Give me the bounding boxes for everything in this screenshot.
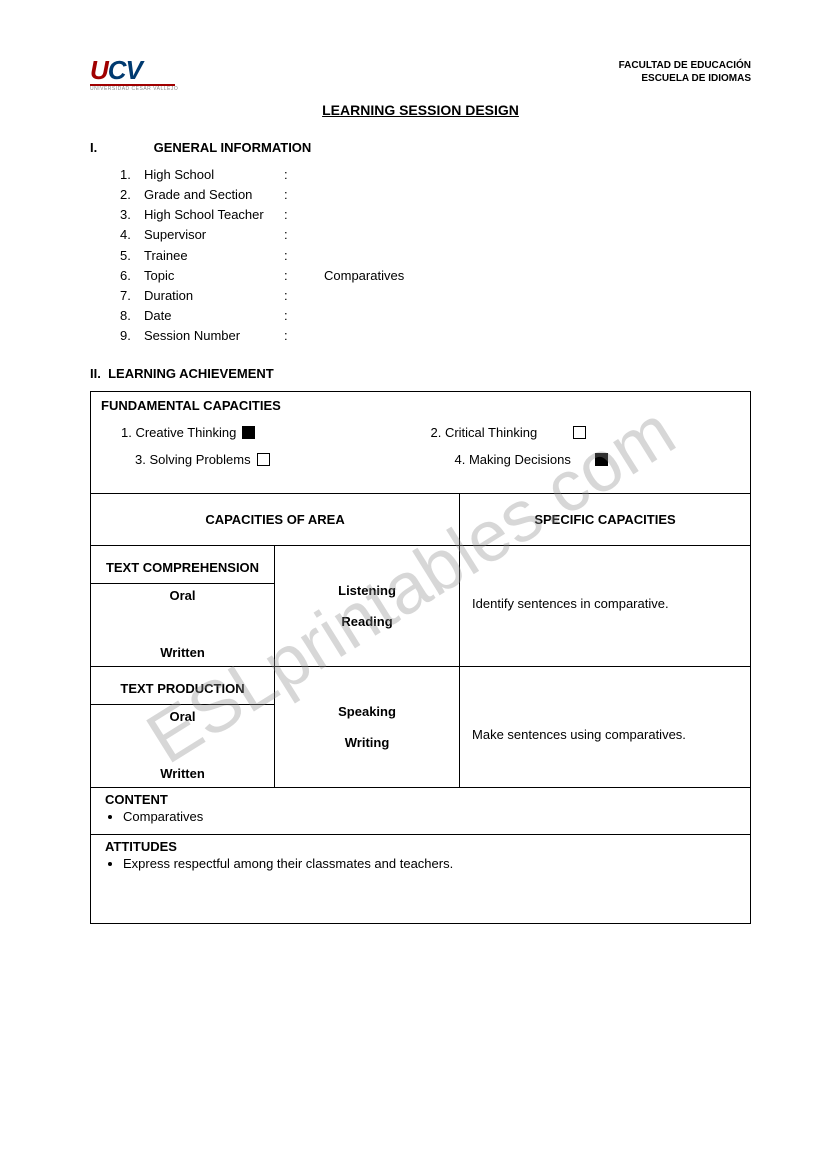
fc-item: 2. Critical Thinking xyxy=(431,425,587,440)
faculty-line2: ESCUELA DE IDIOMAS xyxy=(619,72,751,85)
written-label: Written xyxy=(91,639,274,666)
written-label: Written xyxy=(91,760,274,787)
specific-cap-text: Identify sentences in comparative. xyxy=(460,546,750,666)
checkbox-icon xyxy=(257,453,270,466)
faculty-block: FACULTAD DE EDUCACIÓN ESCUELA DE IDIOMAS xyxy=(619,55,751,85)
group-label: TEXT PRODUCTION xyxy=(91,667,274,705)
list-item: 6.Topic:Comparatives xyxy=(120,266,751,286)
list-item: 3.High School Teacher: xyxy=(120,205,751,225)
group-label: TEXT COMPREHENSION xyxy=(91,546,274,584)
attitudes-heading: ATTITUDES xyxy=(101,839,740,854)
logo-u: U xyxy=(90,55,108,85)
fundamental-heading: FUNDAMENTAL CAPACITIES xyxy=(91,392,750,417)
general-info-list: 1.High School: 2.Grade and Section: 3.Hi… xyxy=(120,165,751,346)
ucv-logo: UCV UNIVERSIDAD CESAR VALLEJO xyxy=(90,55,180,92)
skill-label: Speaking xyxy=(338,676,396,727)
list-item: 8.Date: xyxy=(120,306,751,326)
skill-label: Reading xyxy=(341,606,392,657)
achievement-box: FUNDAMENTAL CAPACITIES 1. Creative Think… xyxy=(90,391,751,924)
checkbox-icon xyxy=(595,453,608,466)
section1-roman: I. xyxy=(90,140,150,155)
list-item: 5.Trainee: xyxy=(120,246,751,266)
list-item: 4.Supervisor: xyxy=(120,225,751,245)
document-page: UCV UNIVERSIDAD CESAR VALLEJO FACULTAD D… xyxy=(0,0,821,964)
content-block: CONTENT Comparatives xyxy=(91,787,750,834)
section2-text: LEARNING ACHIEVEMENT xyxy=(108,366,274,381)
content-item: Comparatives xyxy=(123,809,740,824)
skill-label: Writing xyxy=(345,727,390,778)
content-heading: CONTENT xyxy=(101,792,740,807)
section1-text: GENERAL INFORMATION xyxy=(154,140,312,155)
logo-subtext: UNIVERSIDAD CESAR VALLEJO xyxy=(90,86,180,92)
fundamental-row: 1. Creative Thinking 3. Solving Problems… xyxy=(91,417,750,494)
list-item: 7.Duration: xyxy=(120,286,751,306)
section2-heading: II. LEARNING ACHIEVEMENT xyxy=(90,366,751,381)
document-title: LEARNING SESSION DESIGN xyxy=(90,102,751,118)
fc-item: 1. Creative Thinking xyxy=(121,425,255,440)
logo-cv: CV xyxy=(108,55,142,85)
list-item: 1.High School: xyxy=(120,165,751,185)
header: UCV UNIVERSIDAD CESAR VALLEJO FACULTAD D… xyxy=(90,55,751,92)
list-item: 9.Session Number: xyxy=(120,326,751,346)
attitudes-block: ATTITUDES Express respectful among their… xyxy=(91,834,750,923)
checkbox-icon xyxy=(242,426,255,439)
section2-roman: II. xyxy=(90,366,101,381)
checkbox-icon xyxy=(573,426,586,439)
fc-item: 3. Solving Problems xyxy=(135,452,270,467)
oral-label: Oral xyxy=(91,705,274,760)
cap-area-header: CAPACITIES OF AREA xyxy=(91,494,460,545)
list-item: 2.Grade and Section: xyxy=(120,185,751,205)
attitudes-item: Express respectful among their classmate… xyxy=(123,856,740,871)
cap-row-production: TEXT PRODUCTION Oral Written Speaking Wr… xyxy=(91,667,750,787)
capacities-header-row: CAPACITIES OF AREA SPECIFIC CAPACITIES xyxy=(91,494,750,546)
faculty-line1: FACULTAD DE EDUCACIÓN xyxy=(619,59,751,72)
skill-label: Listening xyxy=(338,555,396,606)
specific-cap-text: Make sentences using comparatives. xyxy=(460,667,750,787)
section1-heading: I. GENERAL INFORMATION xyxy=(90,140,751,155)
oral-label: Oral xyxy=(91,584,274,639)
spec-cap-header: SPECIFIC CAPACITIES xyxy=(460,494,750,545)
fc-item: 4. Making Decisions xyxy=(455,452,608,467)
cap-row-comprehension: TEXT COMPREHENSION Oral Written Listenin… xyxy=(91,546,750,667)
